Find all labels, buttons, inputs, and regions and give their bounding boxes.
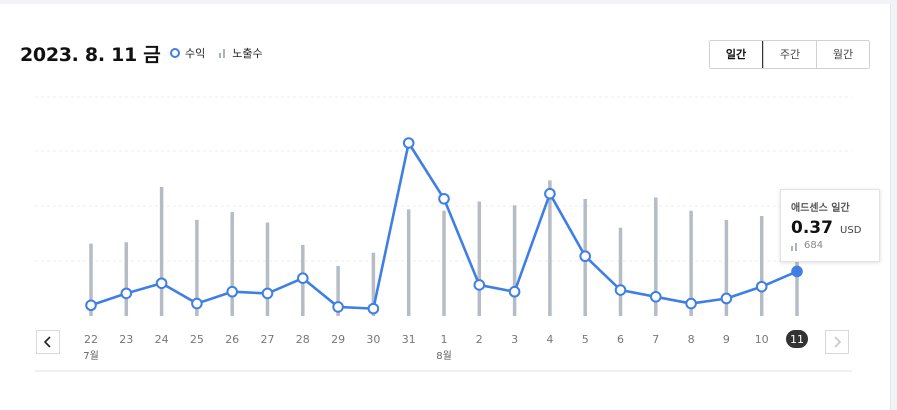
revenue-point-7 (650, 290, 662, 303)
selected-date-badge (786, 330, 808, 348)
revenue-point-27 (261, 287, 274, 300)
x-tick-label-24: 24 (155, 333, 169, 346)
x-tick-label-11: 11 (790, 333, 804, 346)
legend-line-icon (170, 48, 180, 58)
revenue-point-10 (755, 280, 768, 293)
revenue-point-1 (438, 192, 450, 205)
revenue-point-29 (332, 301, 344, 313)
revenue-point-22 (85, 299, 97, 312)
tooltip-title: 애드센스 일간 (791, 203, 850, 214)
x-tick-label-9: 9 (723, 333, 730, 346)
revenue-point-4 (544, 187, 556, 200)
revenue-point-26 (226, 285, 238, 298)
x-tick-label-4: 4 (546, 333, 553, 346)
tab-daily[interactable]: 일간 (710, 41, 763, 68)
x-tick-label-6: 6 (617, 333, 624, 346)
prev-period-button[interactable] (36, 330, 60, 354)
chevron-left-icon (43, 336, 51, 348)
tab-monthly[interactable]: 월간 (816, 41, 869, 68)
x-tick-label-23: 23 (119, 333, 133, 346)
tooltip-value: 0.37 (791, 218, 833, 238)
x-tick-label-28: 28 (296, 333, 310, 346)
x-tick-label-26: 26 (225, 333, 239, 346)
revenue-point-23 (120, 287, 133, 300)
legend-impressions-label: 노출수 (232, 47, 263, 60)
month-label-1: 8월 (436, 350, 452, 362)
revenue-point-8 (685, 297, 697, 310)
x-tick-label-2: 2 (476, 333, 483, 346)
revenue-point-30 (367, 302, 380, 315)
report-card: 2023. 8. 11 금 수익 노출수 일간 주간 월간 (0, 4, 891, 410)
revenue-point-2 (473, 279, 486, 291)
x-tick-label-30: 30 (366, 333, 380, 346)
x-tick-label-31: 31 (402, 333, 416, 346)
chevron-right-icon (834, 336, 842, 348)
revenue-point-9 (720, 292, 733, 305)
tooltip-impressions: 684 (804, 240, 824, 251)
x-tick-label-27: 27 (261, 333, 275, 346)
legend-bar-icon (219, 48, 227, 58)
chart-legend: 수익 노출수 (170, 45, 277, 61)
x-tick-label-1: 1 (441, 333, 448, 346)
legend-revenue: 수익 (170, 45, 205, 61)
revenue-point-24 (155, 277, 168, 290)
x-tick-label-5: 5 (582, 333, 589, 346)
data-tooltip: 애드센스 일간 0.37 USD 684 (780, 189, 880, 262)
revenue-point-25 (191, 297, 203, 310)
tooltip-bar-icon (791, 242, 799, 251)
period-toggle: 일간 주간 월간 (709, 40, 870, 69)
revenue-point-5 (579, 250, 592, 263)
revenue-point-3 (508, 285, 521, 298)
tooltip-unit: USD (840, 225, 862, 236)
revenue-point-28 (297, 272, 309, 285)
revenue-point-31 (402, 137, 415, 149)
x-tick-label-10: 10 (755, 333, 769, 346)
revenue-point-6 (614, 284, 627, 296)
legend-impressions: 노출수 (219, 45, 263, 61)
x-tick-label-22: 22 (84, 333, 98, 346)
month-label-0: 7월 (83, 350, 99, 362)
x-tick-label-8: 8 (688, 333, 695, 346)
x-tick-label-25: 25 (190, 333, 204, 346)
tab-weekly[interactable]: 주간 (763, 41, 816, 68)
date-title: 2023. 8. 11 금 (20, 44, 161, 66)
x-tick-label-7: 7 (652, 333, 659, 346)
next-period-button[interactable] (825, 330, 849, 354)
legend-revenue-label: 수익 (185, 47, 206, 60)
x-tick-label-29: 29 (331, 333, 345, 346)
x-tick-label-3: 3 (511, 333, 518, 346)
revenue-point-11 (791, 265, 803, 278)
